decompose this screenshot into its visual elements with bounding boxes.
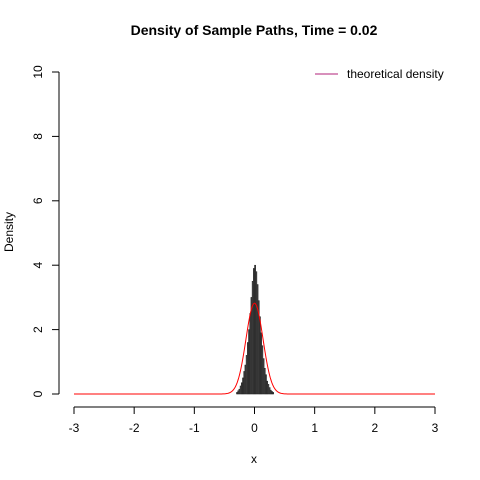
x-axis: -3 -2 -1 0 1 2 3 bbox=[69, 406, 439, 435]
x-tick-label: 0 bbox=[251, 421, 258, 435]
y-tick-label: 4 bbox=[31, 262, 45, 269]
chart-title: Density of Sample Paths, Time = 0.02 bbox=[131, 22, 378, 38]
x-tick-label: -2 bbox=[129, 421, 140, 435]
x-tick-label: -1 bbox=[189, 421, 200, 435]
legend-label: theoretical density bbox=[347, 67, 444, 81]
y-axis: 0 2 4 6 8 10 bbox=[31, 65, 60, 397]
histogram-bar bbox=[272, 392, 275, 395]
histogram-bars bbox=[236, 264, 275, 395]
x-axis-label: x bbox=[251, 452, 257, 466]
y-axis-label: Density bbox=[2, 212, 16, 252]
x-tick-label: 1 bbox=[311, 421, 318, 435]
y-tick-label: 2 bbox=[31, 326, 45, 333]
y-tick-label: 6 bbox=[31, 197, 45, 204]
y-tick-label: 0 bbox=[31, 390, 45, 397]
y-tick-label: 8 bbox=[31, 133, 45, 140]
x-tick-label: 2 bbox=[371, 421, 378, 435]
density-curve bbox=[74, 302, 435, 395]
y-tick-label: 10 bbox=[31, 65, 45, 79]
x-tick-label: 3 bbox=[432, 421, 439, 435]
legend: theoretical density bbox=[315, 67, 444, 81]
density-curve-layer bbox=[74, 302, 435, 395]
x-tick-label: -3 bbox=[69, 421, 80, 435]
